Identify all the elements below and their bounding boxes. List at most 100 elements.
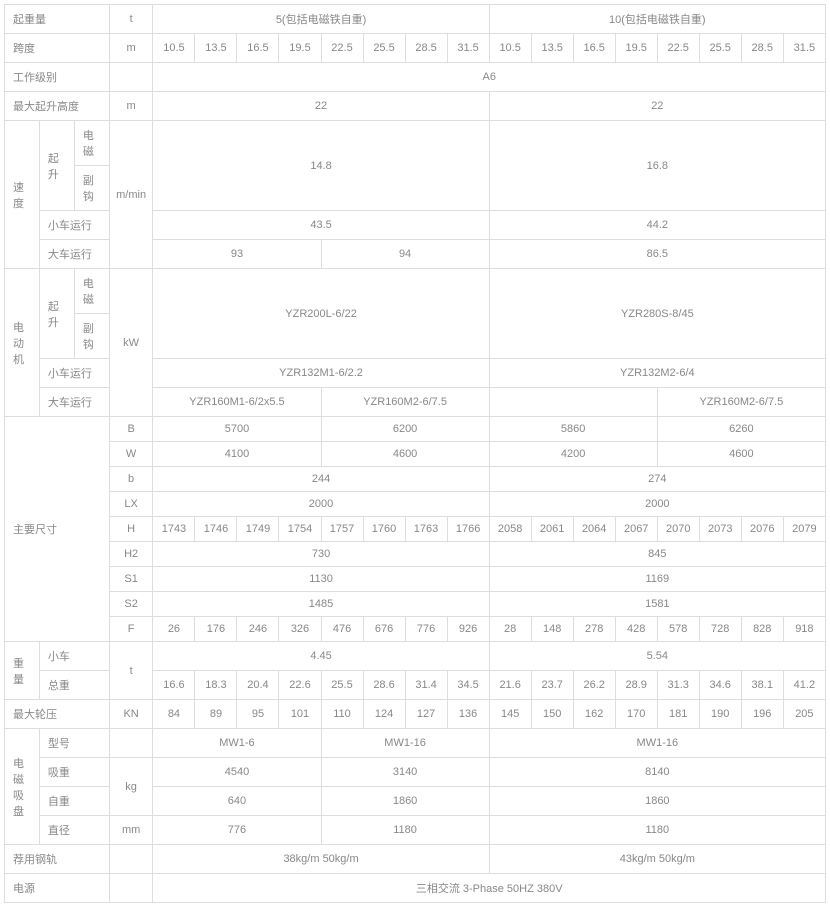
dim-F: 828 [741,617,783,642]
unit: S1 [109,567,153,592]
row-capacity: 起重量 t 5(包括电磁铁自重) 10(包括电磁铁自重) [5,5,826,34]
label-electromagnet: 电磁吸盘 [5,729,40,845]
dim-H: 2076 [741,517,783,542]
span-val: 28.5 [405,34,447,63]
wl: 150 [531,700,573,729]
dim-F: 728 [699,617,741,642]
label-aux-hook: 副钩 [74,314,109,359]
wl: 110 [321,700,363,729]
row-dim-F: F 26 176 246 326 476 676 776 926 28 148 … [5,617,826,642]
dim-B-10b: 6260 [657,417,825,442]
wt-total: 31.3 [657,671,699,700]
cap-5: 5(包括电磁铁自重) [153,5,489,34]
dim-F: 176 [195,617,237,642]
motor-crane-5b: YZR160M2-6/7.5 [321,388,489,417]
em-sw-5a: 640 [153,787,321,816]
label-trolley-travel: 小车运行 [39,359,109,388]
span-val: 19.5 [279,34,321,63]
row-dim-b: b 244 274 [5,467,826,492]
speed-crane-10: 86.5 [489,240,825,269]
wt-total: 38.1 [741,671,783,700]
dim-S2-5: 1485 [153,592,489,617]
em-sw-5b: 1860 [321,787,489,816]
row-dim-H: H 1743 1746 1749 1754 1757 1760 1763 176… [5,517,826,542]
dim-F: 246 [237,617,279,642]
unit: F [109,617,153,642]
span-val: 31.5 [447,34,489,63]
span-val: 16.5 [237,34,279,63]
unit: W [109,442,153,467]
dim-B-10a: 5860 [489,417,657,442]
row-motor-hoist-main: 电动机 起升 电磁 kW YZR200L-6/22 YZR280S-8/45 [5,269,826,314]
wt-total: 41.2 [783,671,825,700]
wl: 170 [615,700,657,729]
label-hoist: 起升 [39,121,74,211]
dim-B-5a: 5700 [153,417,321,442]
span-val: 25.5 [363,34,405,63]
wl: 127 [405,700,447,729]
em-model-5b: MW1-16 [321,729,489,758]
unit [109,845,153,874]
label-crane-travel: 大车运行 [39,240,109,269]
dim-H: 2073 [699,517,741,542]
label-span: 跨度 [5,34,110,63]
dim-H2-10: 845 [489,542,825,567]
dim-H: 2067 [615,517,657,542]
dim-F: 278 [573,617,615,642]
wl: 95 [237,700,279,729]
dim-H: 1763 [405,517,447,542]
label-work-level: 工作级别 [5,63,110,92]
label-self-weight: 自重 [39,787,109,816]
dim-H: 1743 [153,517,195,542]
dim-H: 1749 [237,517,279,542]
label-main-dim: 主要尺寸 [5,417,110,642]
unit: m [109,92,153,121]
row-span: 跨度 m 10.5 13.5 16.5 19.5 22.5 25.5 28.5 … [5,34,826,63]
unit: m [109,34,153,63]
wt-total: 28.9 [615,671,657,700]
dim-F: 148 [531,617,573,642]
dim-W-5a: 4100 [153,442,321,467]
wl: 89 [195,700,237,729]
row-work-level: 工作级别 A6 [5,63,826,92]
dim-LX-5: 2000 [153,492,489,517]
label-speed: 速度 [5,121,40,269]
row-em-diameter: 直径 mm 776 1180 1180 [5,816,826,845]
wt-trolley-10: 5.54 [489,642,825,671]
span-val: 10.5 [153,34,195,63]
label-diameter: 直径 [39,816,109,845]
wt-total: 31.4 [405,671,447,700]
work-level-val: A6 [153,63,826,92]
unit: KN [109,700,153,729]
dim-F: 578 [657,617,699,642]
dim-F: 428 [615,617,657,642]
dim-S2-10: 1581 [489,592,825,617]
dim-F: 476 [321,617,363,642]
unit: t [109,5,153,34]
unit: H [109,517,153,542]
wl: 101 [279,700,321,729]
motor-crane-10a [489,388,657,417]
wt-total: 20.4 [237,671,279,700]
span-val: 13.5 [195,34,237,63]
wt-total: 34.5 [447,671,489,700]
row-dim-H2: H2 730 845 [5,542,826,567]
rail-10: 43kg/m 50kg/m [489,845,825,874]
dim-B-5b: 6200 [321,417,489,442]
dim-H: 1746 [195,517,237,542]
label-capacity: 起重量 [5,5,110,34]
dim-b-5: 244 [153,467,489,492]
motor-crane-5a: YZR160M1-6/2x5.5 [153,388,321,417]
wt-total: 26.2 [573,671,615,700]
row-max-height: 最大起升高度 m 22 22 [5,92,826,121]
dim-W-10a: 4200 [489,442,657,467]
dim-W-5b: 4600 [321,442,489,467]
em-dia-5b: 1180 [321,816,489,845]
dim-F: 776 [405,617,447,642]
label-hoist: 起升 [39,269,74,359]
dim-H: 1766 [447,517,489,542]
max-h-5: 22 [153,92,489,121]
wt-trolley-5: 4.45 [153,642,489,671]
row-wheel-load: 最大轮压 KN 84 89 95 101 110 124 127 136 145… [5,700,826,729]
em-dia-5a: 776 [153,816,321,845]
